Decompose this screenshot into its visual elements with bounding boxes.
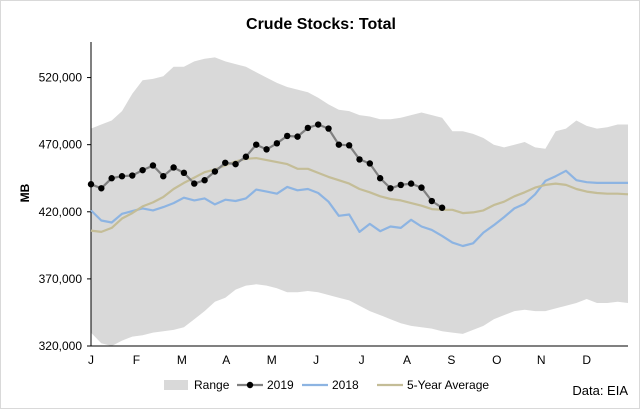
data-point-2019	[180, 169, 188, 177]
data-point-2019	[108, 175, 115, 182]
data-point-2019	[253, 141, 260, 148]
x-tick-label: A	[222, 353, 230, 367]
data-point-2019	[222, 159, 229, 166]
x-tick-label: J	[313, 353, 319, 367]
data-point-2019	[129, 172, 136, 179]
data-point-2019	[98, 185, 105, 192]
data-point-2019	[438, 204, 446, 211]
x-tick-label: O	[492, 353, 501, 367]
data-point-2019	[397, 181, 405, 189]
data-point-2019	[232, 160, 239, 168]
series-line-2018	[90, 169, 628, 248]
chart-title: Crude Stocks: Total	[246, 16, 396, 33]
data-point-2019	[191, 180, 198, 187]
x-tick-label: M	[177, 353, 187, 367]
data-point-2019	[356, 156, 363, 163]
data-point-2019	[242, 153, 250, 160]
legend: Range 2019 2018 5-Year Average	[164, 378, 489, 392]
data-point-2019	[294, 133, 301, 140]
y-tick-label: 320,000	[39, 339, 83, 353]
legend-swatch-range	[164, 380, 188, 390]
legend-label-2019: 2019	[267, 378, 294, 392]
data-point-2019	[366, 160, 374, 167]
data-point-2019	[387, 185, 394, 192]
legend-label-range: Range	[194, 378, 230, 392]
x-tick-label: J	[88, 353, 94, 367]
data-point-2019	[263, 146, 270, 153]
data-point-2019	[376, 175, 384, 182]
data-point-2019	[284, 132, 291, 140]
data-point-2019	[314, 121, 322, 128]
x-tick-label: N	[537, 353, 546, 367]
data-point-2019	[170, 164, 177, 171]
data-point-2019	[87, 181, 95, 188]
data-point-2019	[407, 180, 415, 187]
legend-label-2018: 2018	[332, 378, 359, 392]
y-tick-label: 370,000	[39, 272, 83, 286]
data-point-2019	[304, 124, 312, 132]
x-tick-label: M	[267, 353, 277, 367]
data-point-2019	[160, 173, 167, 180]
data-point-2019	[118, 173, 126, 180]
x-tick-label: D	[582, 353, 591, 367]
y-tick-label: 470,000	[39, 138, 83, 152]
legend-marker-2019	[246, 381, 254, 389]
data-point-2019	[345, 142, 353, 149]
x-tick-label: F	[133, 353, 140, 367]
range-band	[91, 57, 628, 347]
plot-area: 320,000 370,000 420,000 470,000 520,000 J F M A M…	[39, 42, 629, 367]
data-point-2019	[139, 166, 146, 174]
data-point-2019	[149, 162, 157, 169]
y-tick-label: 420,000	[39, 205, 83, 219]
x-tick-label: A	[403, 353, 411, 367]
y-axis-label: MB	[18, 183, 32, 202]
data-point-2019	[201, 177, 208, 184]
data-point-2019	[418, 184, 425, 191]
x-tick-label: J	[359, 353, 365, 367]
series-line-5-year-average	[90, 157, 629, 233]
legend-label-5-year-average: 5-Year Average	[407, 378, 489, 392]
data-source-label: Data: EIA	[572, 383, 628, 398]
data-point-2019	[325, 125, 332, 132]
y-tick-label: 520,000	[39, 71, 83, 85]
data-point-2019	[211, 168, 219, 175]
data-point-2019	[273, 140, 281, 147]
data-point-2019	[428, 197, 435, 205]
data-point-2019	[335, 141, 343, 148]
x-tick-label: S	[447, 353, 455, 367]
